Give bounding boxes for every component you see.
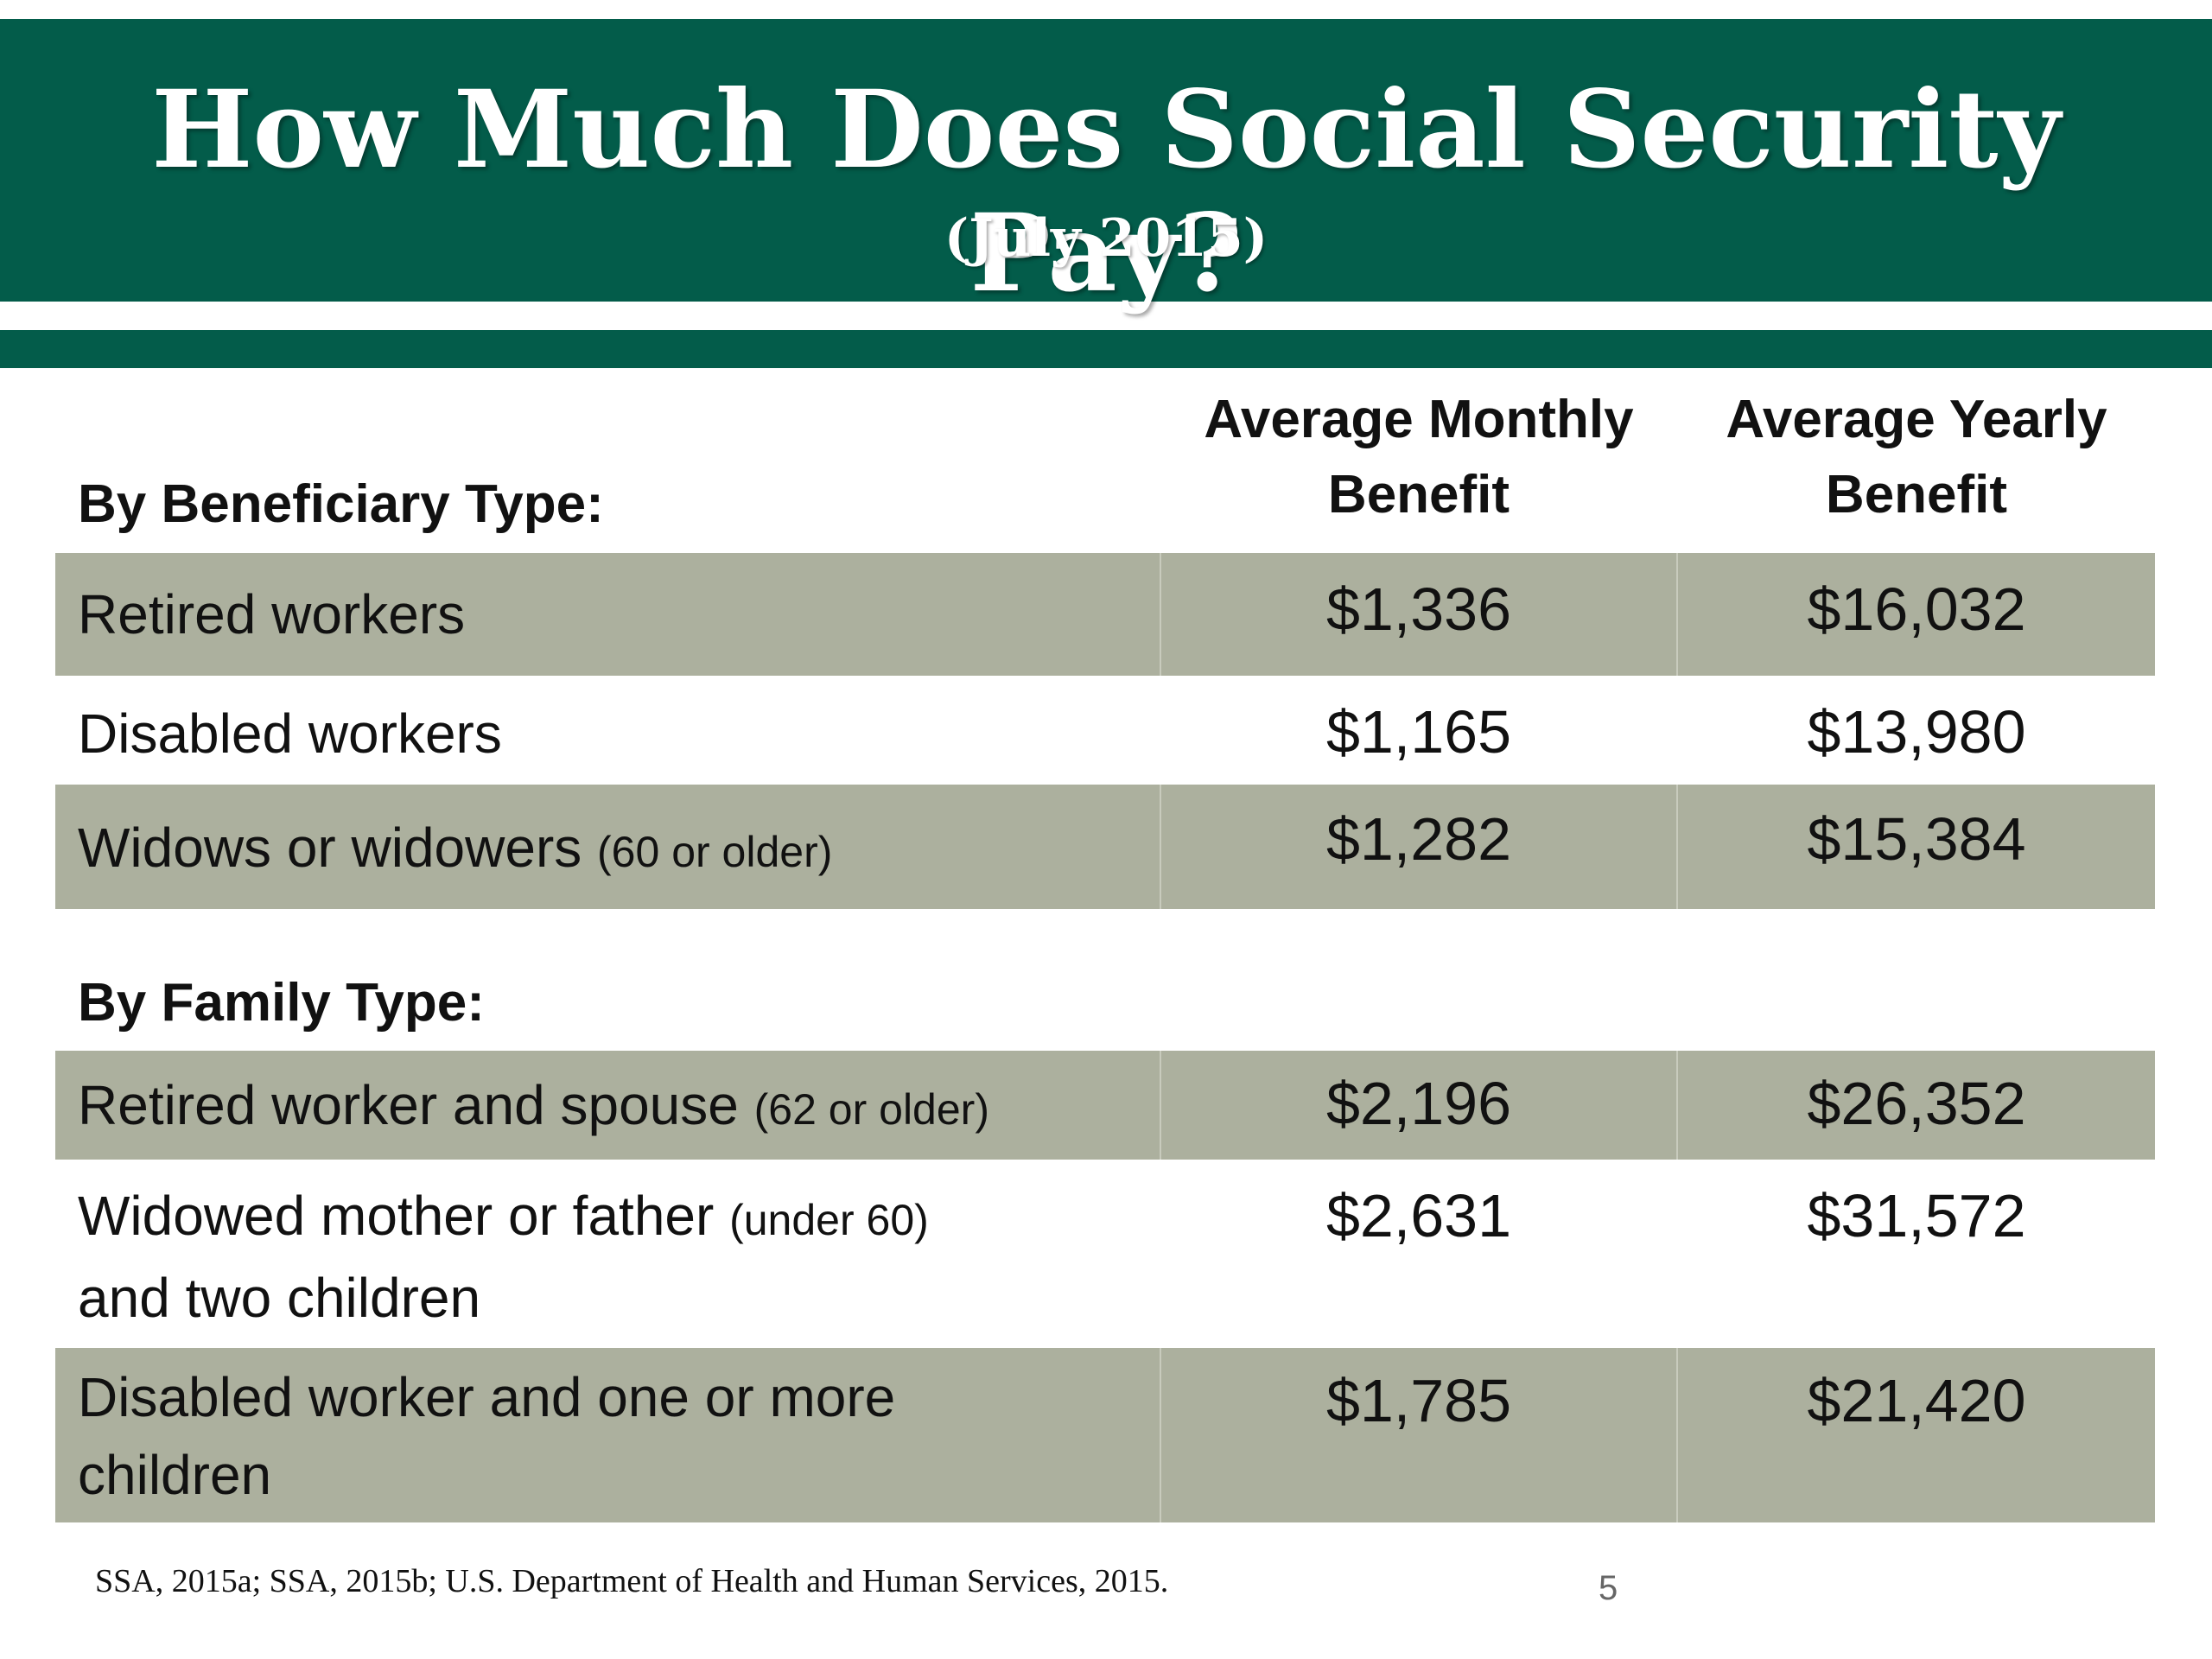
page-title: How Much Does Social Security Pay? bbox=[151, 67, 2061, 316]
table-row-disabled-workers: Disabled workers $1,165 $13,980 bbox=[55, 676, 2155, 785]
page-number: 5 bbox=[1599, 1569, 1618, 1607]
section-heading-family: By Family Type: bbox=[78, 973, 485, 1033]
column-header-monthly: Average Monthly Benefit bbox=[1161, 382, 1676, 532]
monthly-benefit-value: $1,336 bbox=[1325, 575, 1512, 643]
yearly-benefit-value: $21,420 bbox=[1807, 1367, 2026, 1434]
row-label-note: (62 or older) bbox=[753, 1085, 989, 1134]
source-citation: SSA, 2015a; SSA, 2015b; U.S. Department … bbox=[95, 1563, 1169, 1599]
monthly-benefit-value: $1,785 bbox=[1325, 1367, 1512, 1434]
table-row-widows: Widows or widowers (60 or older) $1,282 … bbox=[55, 785, 2155, 909]
column-header-monthly-line2: Benefit bbox=[1327, 465, 1510, 524]
column-header-yearly-line2: Benefit bbox=[1825, 465, 2008, 524]
yearly-benefit-value: $15,384 bbox=[1807, 805, 2026, 873]
column-header-monthly-line1: Average Monthly bbox=[1204, 390, 1634, 449]
monthly-benefit-value: $2,631 bbox=[1325, 1182, 1512, 1249]
table-row-retired-worker-spouse: Retired worker and spouse (62 or older) … bbox=[55, 1051, 2155, 1160]
table-row-retired-workers: Retired workers $1,336 $16,032 bbox=[55, 553, 2155, 676]
column-header-yearly-line1: Average Yearly bbox=[1726, 390, 2107, 449]
monthly-benefit-value: $2,196 bbox=[1325, 1070, 1512, 1137]
row-label: Widowed mother or father (under 60) and … bbox=[78, 1185, 929, 1329]
row-label-continuation: and two children bbox=[78, 1267, 481, 1329]
row-label: Retired worker and spouse (62 or older) bbox=[78, 1074, 989, 1136]
yearly-benefit-value: $13,980 bbox=[1807, 698, 2026, 766]
table-row-disabled-worker-children: Disabled worker and one or more children… bbox=[55, 1348, 2155, 1522]
table-row-widowed-parent: Widowed mother or father (under 60) and … bbox=[55, 1160, 2155, 1348]
row-label-note: (under 60) bbox=[729, 1196, 929, 1244]
row-label: Disabled workers bbox=[78, 702, 502, 765]
row-label: Disabled worker and one or more children bbox=[78, 1366, 896, 1506]
section-heading-beneficiary: By Beneficiary Type: bbox=[78, 474, 604, 534]
title-banner bbox=[0, 19, 2212, 302]
yearly-benefit-value: $16,032 bbox=[1807, 575, 2026, 643]
column-header-yearly: Average Yearly Benefit bbox=[1678, 382, 2155, 532]
row-label-note: (60 or older) bbox=[597, 828, 833, 876]
row-label: Retired workers bbox=[78, 583, 466, 645]
yearly-benefit-value: $31,572 bbox=[1807, 1182, 2026, 1249]
monthly-benefit-value: $1,282 bbox=[1325, 805, 1512, 873]
monthly-benefit-value: $1,165 bbox=[1325, 698, 1512, 766]
row-label: Widows or widowers (60 or older) bbox=[78, 817, 833, 879]
banner-stripe bbox=[0, 330, 2212, 368]
page-subtitle: (July 2015) bbox=[944, 208, 1268, 269]
yearly-benefit-value: $26,352 bbox=[1807, 1070, 2026, 1137]
